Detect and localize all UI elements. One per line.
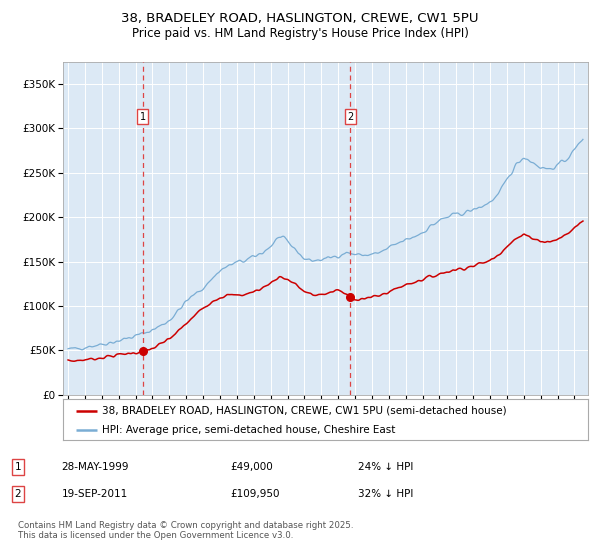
Text: 2: 2 — [347, 111, 353, 122]
Text: £109,950: £109,950 — [230, 489, 280, 499]
Text: £49,000: £49,000 — [230, 462, 273, 472]
Text: 32% ↓ HPI: 32% ↓ HPI — [358, 489, 413, 499]
Text: HPI: Average price, semi-detached house, Cheshire East: HPI: Average price, semi-detached house,… — [103, 424, 396, 435]
Text: 2: 2 — [14, 489, 21, 499]
Text: Contains HM Land Registry data © Crown copyright and database right 2025.
This d: Contains HM Land Registry data © Crown c… — [18, 521, 353, 540]
Text: 1: 1 — [140, 111, 146, 122]
Text: 24% ↓ HPI: 24% ↓ HPI — [358, 462, 413, 472]
Text: 38, BRADELEY ROAD, HASLINGTON, CREWE, CW1 5PU (semi-detached house): 38, BRADELEY ROAD, HASLINGTON, CREWE, CW… — [103, 405, 507, 416]
Text: 19-SEP-2011: 19-SEP-2011 — [61, 489, 128, 499]
Text: 28-MAY-1999: 28-MAY-1999 — [61, 462, 129, 472]
Text: Price paid vs. HM Land Registry's House Price Index (HPI): Price paid vs. HM Land Registry's House … — [131, 27, 469, 40]
Text: 38, BRADELEY ROAD, HASLINGTON, CREWE, CW1 5PU: 38, BRADELEY ROAD, HASLINGTON, CREWE, CW… — [121, 12, 479, 25]
Text: 1: 1 — [14, 462, 21, 472]
